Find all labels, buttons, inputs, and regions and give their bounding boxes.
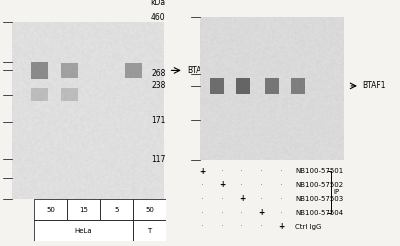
Text: 171: 171 [151, 116, 166, 125]
Text: +: + [219, 181, 225, 189]
Text: ·: · [201, 180, 204, 190]
Text: ·: · [221, 208, 224, 218]
Bar [67, 199, 100, 220]
Text: ·: · [260, 180, 263, 190]
Text: ·: · [240, 208, 244, 218]
Text: ·: · [221, 166, 224, 176]
Text: 5: 5 [114, 207, 119, 213]
Text: ·: · [201, 194, 204, 204]
Text: 268: 268 [151, 69, 166, 78]
Text: kDa: kDa [150, 0, 166, 7]
Text: +: + [258, 208, 265, 217]
Text: ·: · [201, 222, 204, 231]
Text: Ctrl IgG: Ctrl IgG [295, 224, 321, 230]
Text: ·: · [280, 180, 283, 190]
Bar [100, 199, 133, 220]
Text: NB100-57501: NB100-57501 [295, 168, 343, 174]
Text: ·: · [280, 194, 283, 204]
Text: ·: · [240, 180, 244, 190]
Text: T: T [147, 228, 152, 234]
Text: NB100-57502: NB100-57502 [295, 182, 343, 188]
Text: HeLa: HeLa [75, 228, 92, 234]
Text: ·: · [280, 208, 283, 218]
Text: 15: 15 [79, 207, 88, 213]
Text: NB100-57504: NB100-57504 [295, 210, 343, 216]
Bar [34, 220, 133, 241]
Text: ·: · [240, 166, 244, 176]
Bar [34, 199, 67, 220]
Bar [133, 220, 166, 241]
Text: ·: · [260, 222, 263, 231]
Text: ·: · [221, 194, 224, 204]
Text: NB100-57503: NB100-57503 [295, 196, 343, 202]
Text: BTAF1: BTAF1 [363, 81, 386, 90]
Text: ·: · [260, 166, 263, 176]
Text: +: + [239, 194, 245, 203]
Text: ·: · [221, 222, 224, 231]
Text: +: + [278, 222, 284, 231]
Text: 238: 238 [151, 81, 166, 90]
Text: 460: 460 [151, 13, 166, 22]
Text: ·: · [240, 222, 244, 231]
Text: 50: 50 [145, 207, 154, 213]
Bar [133, 199, 166, 220]
Text: 50: 50 [46, 207, 55, 213]
Text: ·: · [201, 208, 204, 218]
Text: 117: 117 [151, 155, 166, 164]
Text: +: + [199, 167, 206, 176]
Text: IP: IP [334, 189, 340, 195]
Text: BTAF1: BTAF1 [187, 66, 210, 75]
Text: ·: · [280, 166, 283, 176]
Text: ·: · [260, 194, 263, 204]
